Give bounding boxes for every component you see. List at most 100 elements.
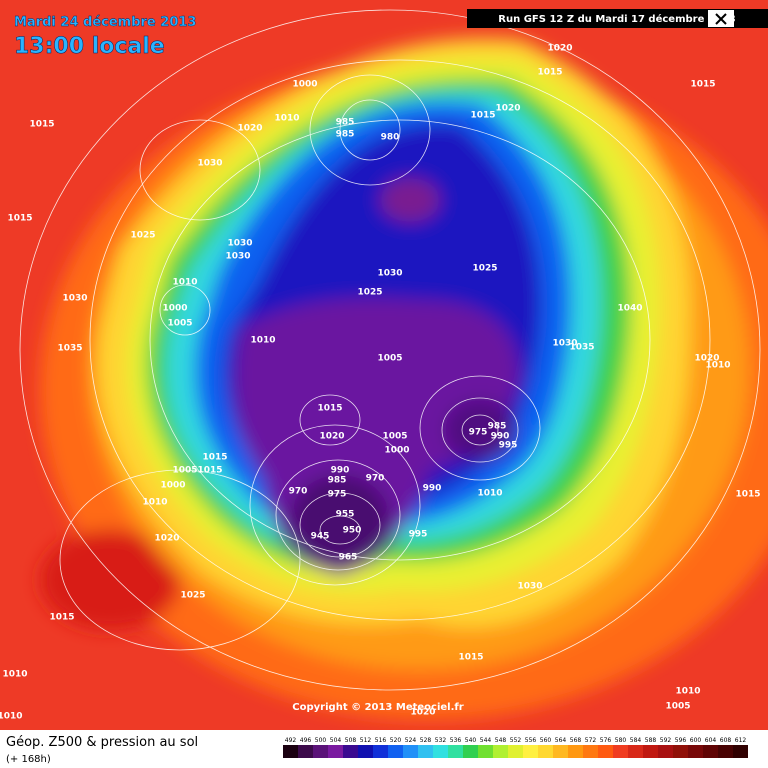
colorbar-tick-label: 544 bbox=[480, 737, 492, 744]
isobar-label: 945 bbox=[311, 532, 330, 542]
colorbar-tick-label: 528 bbox=[420, 737, 432, 744]
colorbar-swatch bbox=[493, 745, 508, 758]
colorbar-swatch bbox=[553, 745, 568, 758]
legend-title: Géop. Z500 & pression au sol bbox=[6, 735, 198, 750]
colorbar-swatch bbox=[463, 745, 478, 758]
colorbar-swatch bbox=[343, 745, 358, 758]
isobar-label: 1015 bbox=[470, 111, 495, 121]
isobar-label: 950 bbox=[343, 526, 362, 536]
colorbar-swatch bbox=[403, 745, 418, 758]
colorbar: 492 496 500 504 508 512 516 520 524 528 532 536 540 5… bbox=[283, 737, 748, 758]
colorbar-tick-label: 500 bbox=[315, 737, 327, 744]
colorbar-swatch bbox=[448, 745, 463, 758]
isobar-label: 955 bbox=[336, 510, 355, 520]
colorbar-tick-label: 532 bbox=[435, 737, 447, 744]
colorbar-swatch bbox=[733, 745, 748, 758]
isobar-label: 1030 bbox=[227, 239, 252, 249]
isobar-label: 1025 bbox=[130, 231, 155, 241]
isobar-label: 1030 bbox=[62, 294, 87, 304]
forecast-time: 13:00 locale bbox=[14, 34, 165, 59]
isobar-label: 1035 bbox=[57, 344, 82, 354]
colorbar-tick-label: 560 bbox=[540, 737, 552, 744]
isobar-label: 995 bbox=[409, 530, 428, 540]
isobar-label: 1030 bbox=[197, 159, 222, 169]
isobar-label: 990 bbox=[423, 484, 442, 494]
isobar-label: 985 bbox=[336, 130, 355, 140]
colorbar-swatch bbox=[418, 745, 433, 758]
close-icon[interactable] bbox=[708, 10, 734, 27]
legend-subtitle: (+ 168h) bbox=[6, 754, 51, 765]
isobar-label: 975 bbox=[328, 490, 347, 500]
isobar-label: 985 bbox=[336, 118, 355, 128]
isobar-label: 1020 bbox=[319, 432, 344, 442]
colorbar-swatch bbox=[313, 745, 328, 758]
isobar-label: 1005 bbox=[172, 466, 197, 476]
colorbar-tick-label: 536 bbox=[450, 737, 462, 744]
isobar-label: 990 bbox=[491, 432, 510, 442]
colorbar-tick-label: 556 bbox=[525, 737, 537, 744]
colorbar-tick-label: 600 bbox=[690, 737, 702, 744]
isobar-label: 1020 bbox=[154, 534, 179, 544]
colorbar-tick-label: 492 bbox=[285, 737, 297, 744]
colorbar-swatch bbox=[673, 745, 688, 758]
colorbar-tick-label: 512 bbox=[360, 737, 372, 744]
colorbar-swatch bbox=[523, 745, 538, 758]
isobar-label: 1005 bbox=[382, 432, 407, 442]
isobar-label: 1030 bbox=[552, 339, 577, 349]
isobar-label: 1010 bbox=[0, 712, 23, 722]
copyright: Copyright © 2013 Meteociel.fr bbox=[292, 702, 463, 713]
colorbar-tick-label: 588 bbox=[645, 737, 657, 744]
isobar-labels: 1020101510151000102010151010102098598098… bbox=[0, 44, 761, 722]
isobar-label: 1015 bbox=[537, 68, 562, 78]
isobar-label: 970 bbox=[289, 487, 308, 497]
isobar-label: 1030 bbox=[517, 582, 542, 592]
isobar-label: 1015 bbox=[49, 613, 74, 623]
colorbar-swatch bbox=[433, 745, 448, 758]
isobar-label: 970 bbox=[366, 474, 385, 484]
colorbar-tick-label: 592 bbox=[660, 737, 672, 744]
isobar-label: 1010 bbox=[477, 489, 502, 499]
isobar-label: 965 bbox=[339, 553, 358, 563]
isobar-label: 1010 bbox=[250, 336, 275, 346]
isobar-label: 1025 bbox=[180, 591, 205, 601]
isobar-label: 1035 bbox=[569, 343, 594, 353]
colorbar-tick-label: 520 bbox=[390, 737, 402, 744]
colorbar-swatch bbox=[583, 745, 598, 758]
colorbar-swatch bbox=[298, 745, 313, 758]
colorbar-tick-label: 604 bbox=[705, 737, 717, 744]
colorbar-swatch bbox=[358, 745, 373, 758]
colorbar-swatch bbox=[688, 745, 703, 758]
colorbar-tick-label: 612 bbox=[735, 737, 747, 744]
isobar-label: 1025 bbox=[472, 264, 497, 274]
isobar-label: 985 bbox=[328, 476, 347, 486]
colorbar-tick-label: 572 bbox=[585, 737, 597, 744]
colorbar-swatch bbox=[628, 745, 643, 758]
colorbar-tick-label: 548 bbox=[495, 737, 507, 744]
isobar-label: 1000 bbox=[162, 304, 187, 314]
colorbar-tick-label: 524 bbox=[405, 737, 417, 744]
isobar-label: 995 bbox=[499, 441, 518, 451]
isobar-label: 1010 bbox=[274, 114, 299, 124]
isobar-label: 1020 bbox=[694, 354, 719, 364]
isobar-label: 1020 bbox=[547, 44, 572, 54]
colorbar-swatch bbox=[658, 745, 673, 758]
colorbar-swatch bbox=[388, 745, 403, 758]
isobar-label: 1000 bbox=[160, 481, 185, 491]
run-info: Run GFS 12 Z du Mardi 17 décembre 2013 bbox=[498, 13, 735, 25]
isobar-label: 1040 bbox=[617, 304, 642, 314]
isobar-label: 1015 bbox=[29, 120, 54, 130]
colorbar-tick-label: 504 bbox=[330, 737, 342, 744]
isobar-label: 1005 bbox=[665, 702, 690, 712]
isobar-label: 1010 bbox=[172, 278, 197, 288]
colorbar-tick-label: 496 bbox=[300, 737, 312, 744]
colorbar-swatch bbox=[478, 745, 493, 758]
colorbar-tick-label: 576 bbox=[600, 737, 612, 744]
isobar-label: 1015 bbox=[202, 453, 227, 463]
isobar-label: 1015 bbox=[7, 214, 32, 224]
isobar-label: 990 bbox=[331, 466, 350, 476]
colorbar-tick-label: 584 bbox=[630, 737, 642, 744]
isobar-label: 1030 bbox=[225, 252, 250, 262]
colorbar-swatch bbox=[328, 745, 343, 758]
field bbox=[0, 0, 768, 730]
